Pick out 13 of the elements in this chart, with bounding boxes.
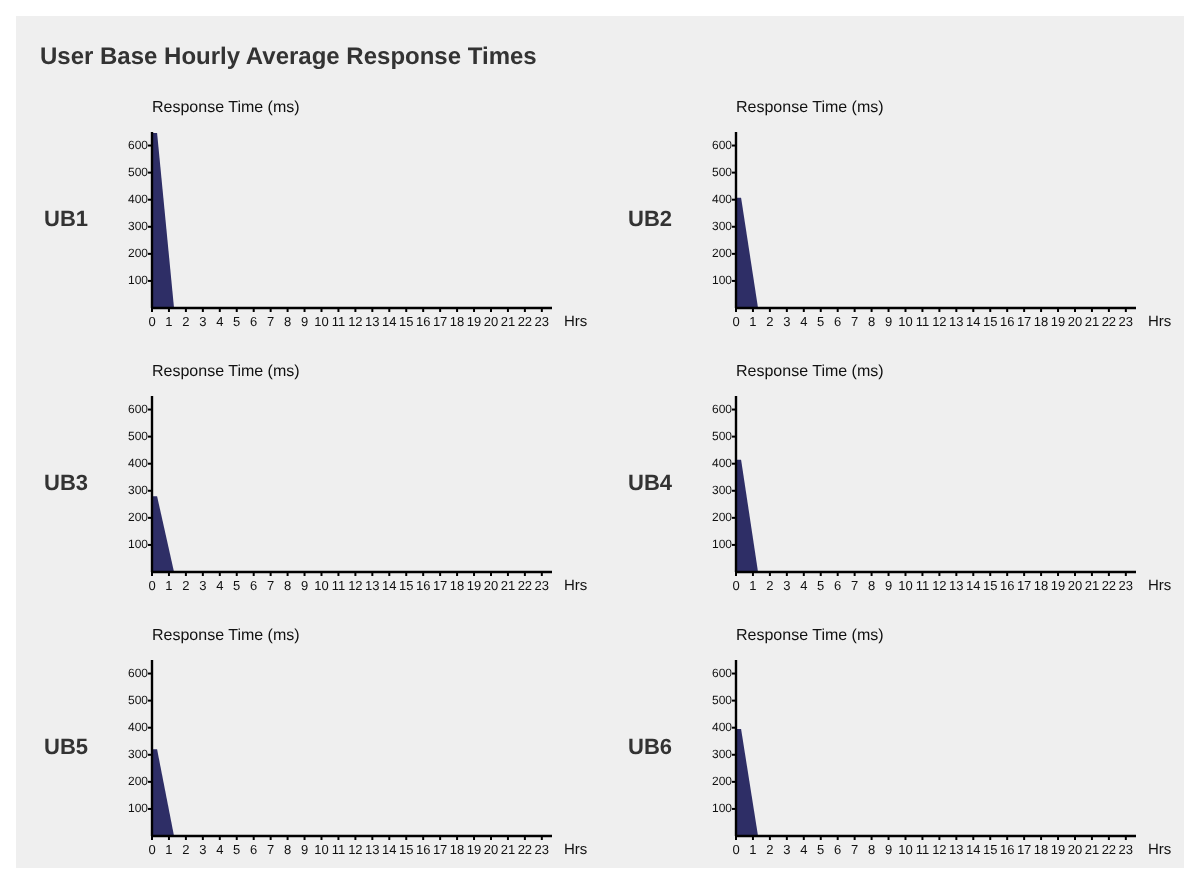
y-axis-title: Response Time (ms) xyxy=(736,626,885,644)
text: UB6 xyxy=(628,735,673,760)
y-axis-title: Response Time (ms) xyxy=(152,626,301,644)
text: UB2 xyxy=(628,207,673,232)
y-axis-title: Response Time (ms) xyxy=(152,362,301,380)
text: UB1 xyxy=(44,207,89,232)
text: UB4 xyxy=(628,471,674,496)
text: User Base Hourly Average Response Times xyxy=(40,42,538,70)
y-axis-title: Response Time (ms) xyxy=(736,362,885,380)
text: UB3 xyxy=(44,471,89,496)
y-axis-title: Response Time (ms) xyxy=(736,98,885,116)
y-axis-title: Response Time (ms) xyxy=(152,98,301,116)
text: UB5 xyxy=(44,735,89,760)
